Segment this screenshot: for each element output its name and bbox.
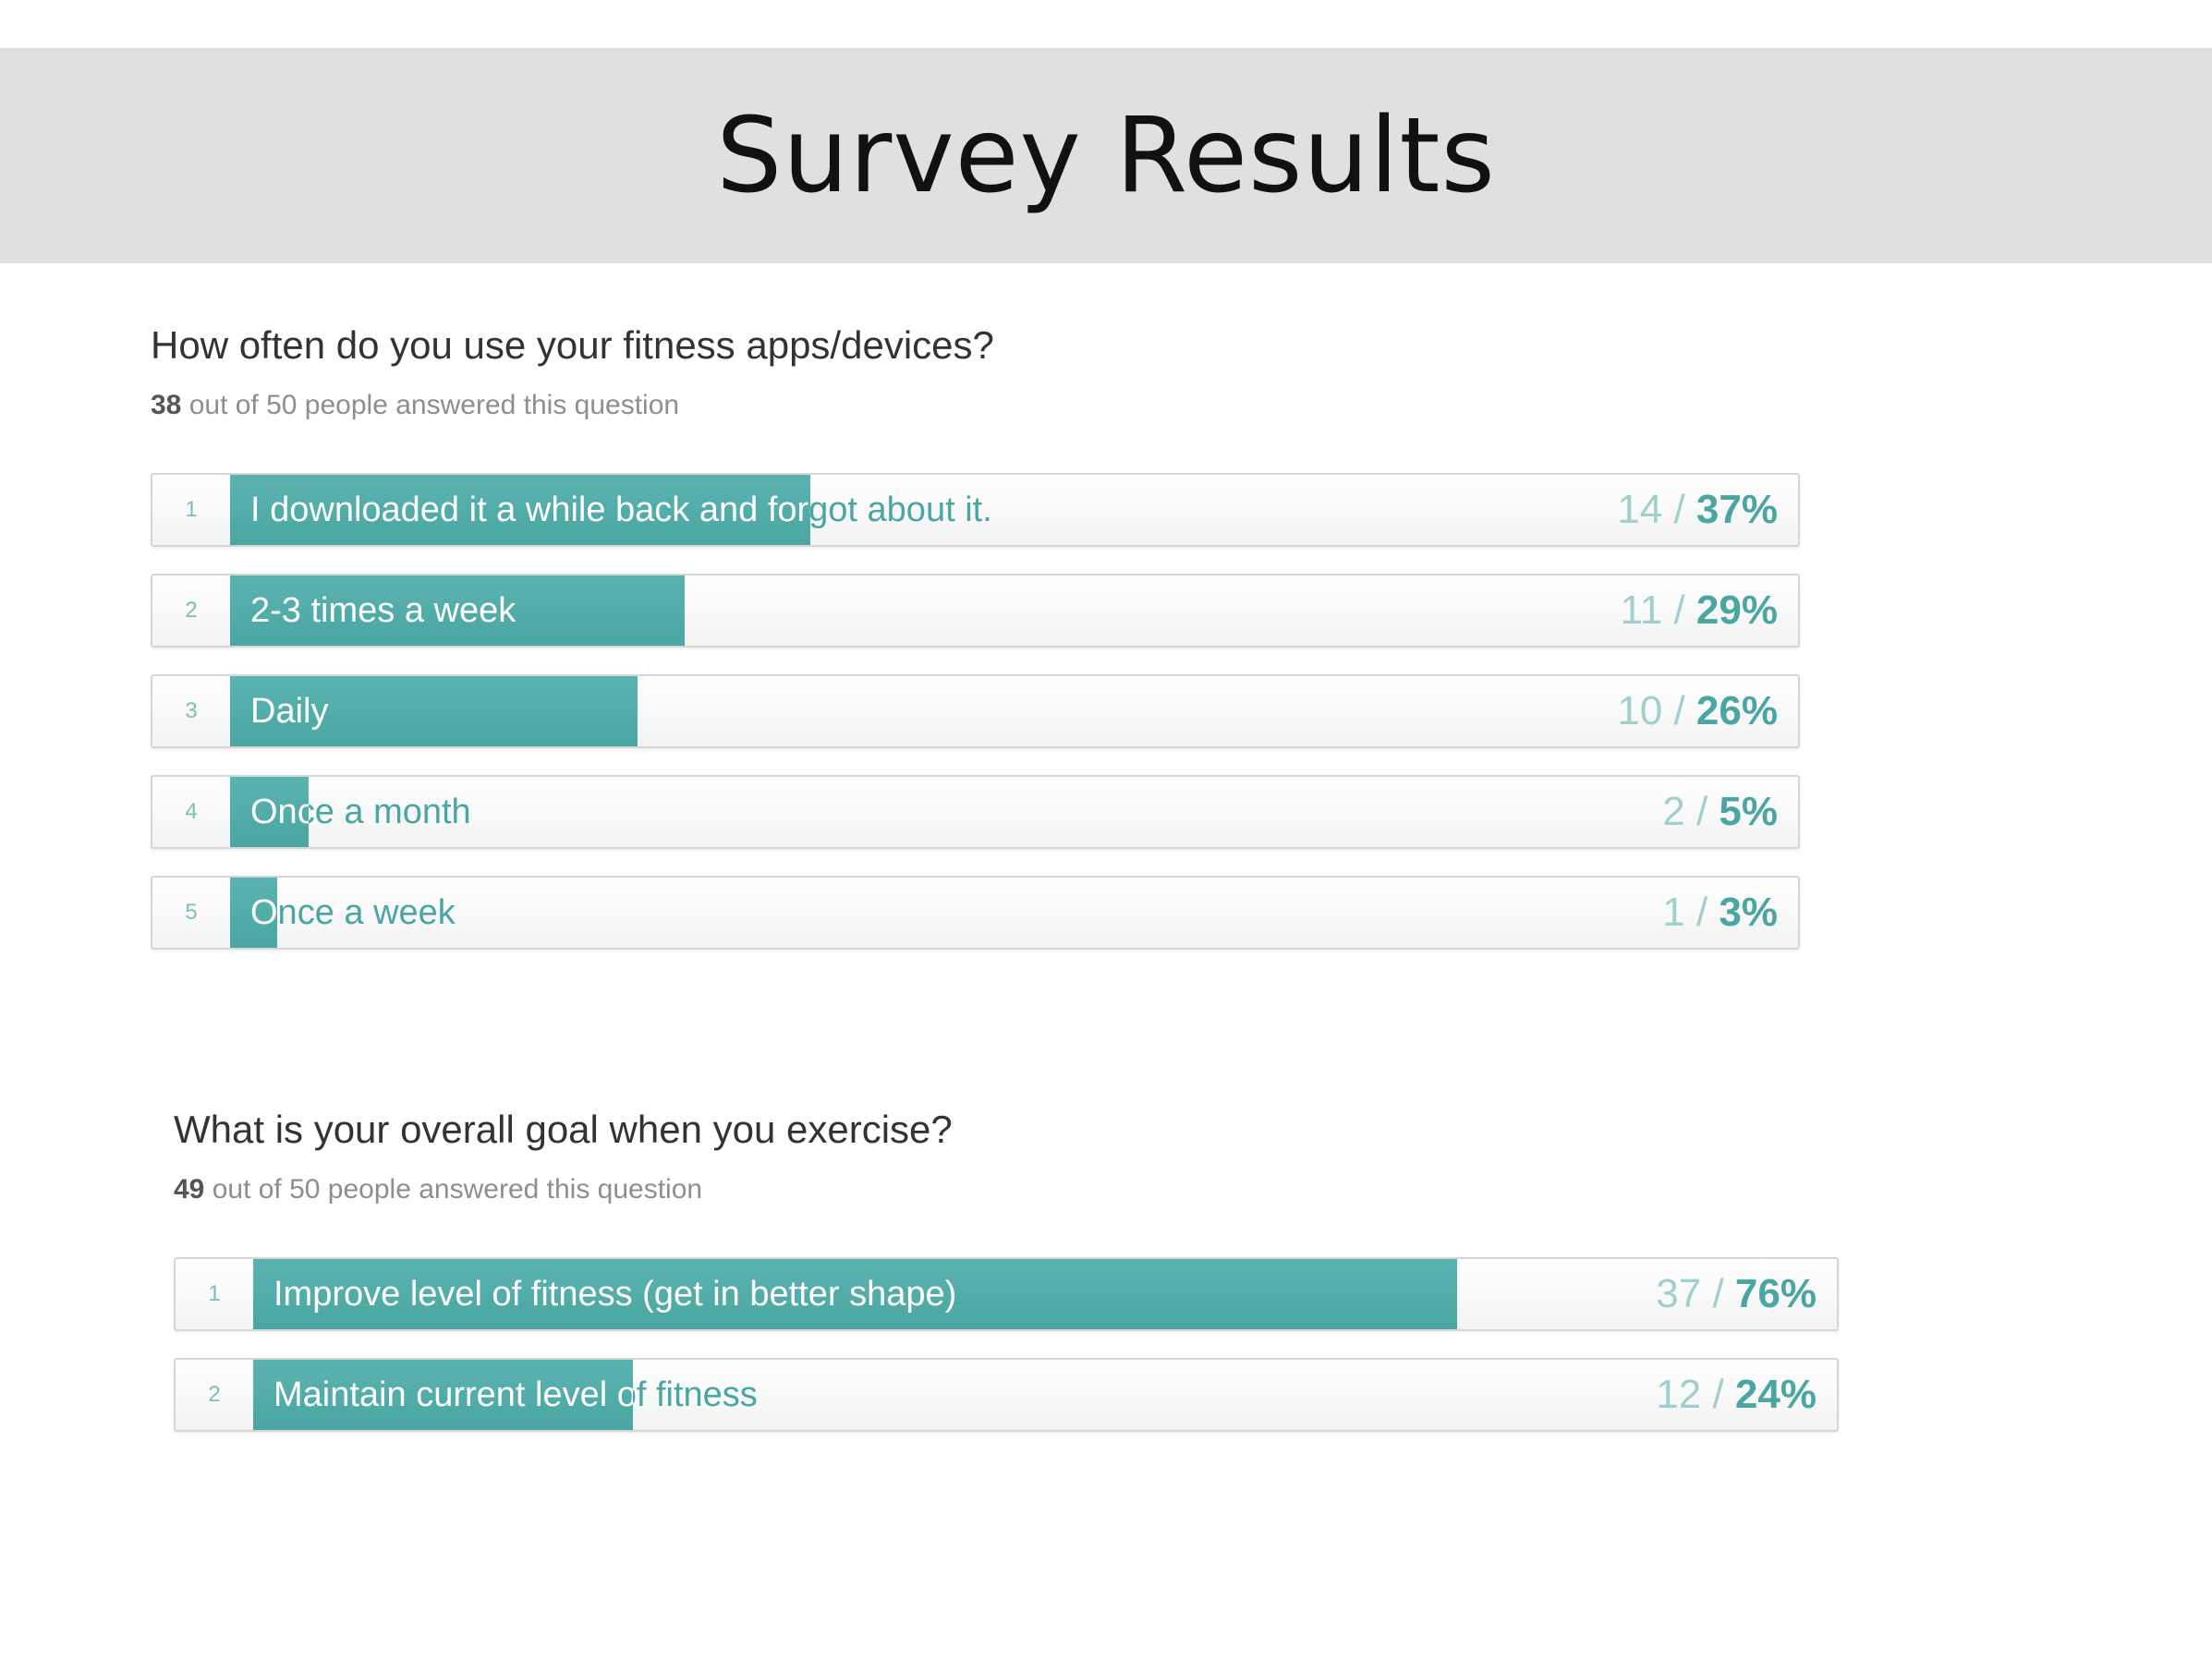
bar-track: DailyDaily10 / 26%: [230, 676, 1798, 746]
stat-separator: /: [1662, 688, 1696, 733]
option-label-overlay: Once a week: [250, 893, 277, 932]
bar-track: Once a monthOnce a month2 / 5%: [230, 777, 1798, 847]
answer-options: 1 I downloaded it a while back and forgot…: [151, 473, 1800, 950]
question-response-count: 49 out of 50 people answered this questi…: [174, 1174, 1839, 1205]
bar-fill: Once a month: [230, 777, 309, 847]
option-number: 2: [208, 1382, 221, 1407]
option-percent: 5%: [1719, 789, 1778, 834]
option-count: 10: [1617, 688, 1663, 733]
option-number: 4: [185, 799, 198, 824]
question-title: How often do you use your fitness apps/d…: [151, 323, 994, 367]
answer-option-row: 3DailyDaily10 / 26%: [151, 674, 1800, 748]
stat-separator: /: [1684, 789, 1720, 834]
option-percent: 3%: [1719, 890, 1778, 935]
option-count: 12: [1656, 1372, 1702, 1417]
answered-count: 49: [174, 1174, 205, 1205]
bar-fill: Maintain current level of fitness: [253, 1360, 634, 1430]
option-count: 37: [1656, 1271, 1702, 1316]
question-response-count: 38 out of 50 people answered this questi…: [151, 390, 1800, 421]
question-exercise-goal: What is your overall goal when you exerc…: [174, 1108, 1839, 1459]
answer-option-row: 2 Maintain current level of fitnessMainta…: [174, 1358, 1839, 1432]
option-number: 5: [185, 900, 198, 925]
option-number: 2: [185, 598, 198, 623]
stat-separator: /: [1662, 587, 1696, 633]
option-stat: 10 / 26%: [1617, 676, 1778, 746]
option-label: Once a week: [250, 893, 456, 932]
option-number: 1: [208, 1281, 221, 1306]
option-percent: 26%: [1695, 688, 1778, 733]
option-stat: 37 / 76%: [1656, 1259, 1817, 1329]
option-percent: 37%: [1695, 487, 1778, 532]
page-title: Survey Results: [716, 95, 1496, 216]
option-stat: 11 / 29%: [1621, 575, 1778, 646]
bar-fill: 2-3 times a week: [230, 575, 686, 646]
bar-track: I downloaded it a while back and forgot …: [230, 475, 1798, 545]
stat-separator: /: [1684, 890, 1720, 935]
bar-track: Maintain current level of fitnessMaintai…: [253, 1360, 1837, 1430]
answered-text: out of 50 people answered this question: [181, 390, 680, 420]
answer-option-row: 1 I downloaded it a while back and forgot…: [151, 473, 1800, 547]
bar-fill: I downloaded it a while back and forgot …: [230, 475, 810, 545]
bar-track: Improve level of fitness (get in better …: [253, 1259, 1837, 1329]
option-label-overlay: Daily: [250, 692, 329, 731]
option-percent: 76%: [1734, 1271, 1817, 1316]
option-percent: 29%: [1695, 587, 1778, 633]
option-number: 1: [185, 497, 198, 522]
option-percent: 24%: [1734, 1372, 1817, 1417]
option-label-overlay: I downloaded it a while back and forgot …: [250, 490, 810, 529]
option-stat: 2 / 5%: [1662, 777, 1778, 847]
option-label-overlay: Improve level of fitness (get in better …: [273, 1275, 957, 1314]
bar-fill: Once a week: [230, 878, 277, 948]
option-number: 3: [185, 698, 198, 723]
question-title: What is your overall goal when you exerc…: [174, 1108, 953, 1151]
answer-options: 1 Improve level of fitness (get in better…: [174, 1257, 1839, 1432]
bar-fill: Daily: [230, 676, 638, 746]
option-label-overlay: Maintain current level of fitness: [273, 1375, 634, 1414]
option-stat: 12 / 24%: [1656, 1360, 1817, 1430]
option-count: 1: [1662, 890, 1685, 935]
answered-count: 38: [151, 390, 182, 420]
option-count: 2: [1662, 789, 1685, 834]
stat-separator: /: [1701, 1372, 1735, 1417]
option-count: 11: [1620, 587, 1663, 633]
option-label-overlay: 2-3 times a week: [250, 591, 517, 630]
answered-text: out of 50 people answered this question: [204, 1174, 703, 1205]
bar-fill: Improve level of fitness (get in better …: [253, 1259, 1457, 1329]
title-band: Survey Results: [0, 48, 2212, 263]
option-stat: 1 / 3%: [1662, 878, 1778, 948]
option-label-overlay: Once a month: [250, 793, 309, 831]
stat-separator: /: [1701, 1271, 1735, 1316]
answer-option-row: 1 Improve level of fitness (get in better…: [174, 1257, 1839, 1331]
stat-separator: /: [1662, 487, 1696, 532]
question-fitness-app-usage: How often do you use your fitness apps/d…: [151, 323, 1800, 976]
option-count: 14: [1617, 487, 1663, 532]
option-stat: 14 / 37%: [1617, 475, 1778, 545]
